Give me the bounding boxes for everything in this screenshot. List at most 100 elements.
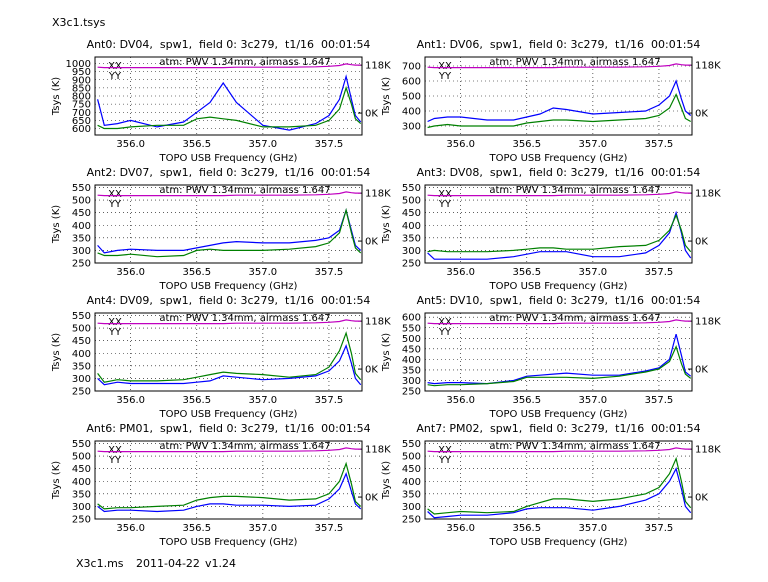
y-tick-label: 1000 — [66, 59, 91, 70]
plot-frame — [424, 440, 693, 520]
y2-tick-label: 118K — [365, 189, 391, 200]
y-tick-label: 350 — [402, 489, 421, 500]
y2-tick-label: 0K — [365, 493, 378, 504]
y-axis-label: Tsys (K) — [51, 461, 62, 500]
x-tick-label: 356.0 — [116, 523, 145, 534]
y-tick-label: 550 — [402, 323, 421, 334]
panel-title: Ant6: PM01, spw1, field 0: 3c279, t1/16 … — [86, 422, 370, 435]
x-tick-label: 356.0 — [446, 267, 475, 278]
legend-label: XX — [108, 189, 122, 200]
plot-frame — [94, 440, 363, 520]
x-tick-label: 356.5 — [182, 395, 211, 406]
y-axis-label: Tsys (K) — [381, 461, 392, 500]
x-axis-label: TOPO USB Frequency (GHz) — [489, 153, 628, 164]
legend-label: atm: PWV 1.34mm, airmass 1.647 — [489, 185, 660, 196]
y-axis-label: Tsys (K) — [51, 77, 62, 116]
plot-frame — [424, 184, 693, 264]
series-line — [97, 461, 362, 510]
series-line — [97, 319, 361, 325]
x-axis-label: TOPO USB Frequency (GHz) — [159, 537, 298, 548]
legend-label: XX — [438, 189, 452, 200]
series-line — [427, 191, 691, 197]
y-tick-label: 250 — [72, 259, 91, 270]
x-tick-label: 357.0 — [249, 395, 278, 406]
y2-tick-label: 118K — [365, 445, 391, 456]
legend-label: YY — [438, 199, 452, 210]
y-tick-label: 700 — [72, 108, 91, 119]
x-tick-label: 356.5 — [182, 523, 211, 534]
y-tick-label: 300 — [402, 122, 421, 133]
y-tick-label: 500 — [72, 324, 91, 335]
y-axis-label: Tsys (K) — [51, 333, 62, 372]
x-tick-label: 357.0 — [579, 523, 608, 534]
series-line — [427, 467, 692, 519]
y-tick-label: 500 — [72, 452, 91, 463]
x-tick-label: 356.5 — [512, 139, 541, 150]
footer-file: X3c1.ms — [76, 557, 124, 570]
y-tick-label: 450 — [402, 344, 421, 355]
x-tick-label: 357.0 — [579, 139, 608, 150]
x-tick-label: 356.0 — [446, 139, 475, 150]
y2-tick-label: 0K — [695, 365, 708, 376]
x-tick-label: 356.5 — [182, 267, 211, 278]
y-tick-label: 300 — [72, 374, 91, 385]
plot-frame — [424, 56, 693, 136]
x-tick-label: 357.5 — [315, 139, 344, 150]
series-line — [427, 447, 691, 453]
y2-tick-label: 0K — [695, 109, 708, 120]
series-line — [427, 456, 692, 515]
legend-label: atm: PWV 1.34mm, airmass 1.647 — [159, 185, 330, 196]
series-line — [97, 343, 362, 386]
plot-frame — [94, 184, 363, 264]
panel-title: Ant1: DV06, spw1, field 0: 3c279, t1/16 … — [417, 38, 701, 51]
legend-label: YY — [108, 71, 122, 82]
y2-tick-label: 118K — [695, 61, 721, 72]
y-tick-label: 350 — [402, 233, 421, 244]
x-tick-label: 356.5 — [512, 267, 541, 278]
y-axis-label: Tsys (K) — [51, 205, 62, 244]
y-tick-label: 300 — [72, 246, 91, 257]
x-tick-label: 356.5 — [512, 395, 541, 406]
footer-version: v1.24 — [205, 557, 236, 570]
y-tick-label: 450 — [402, 208, 421, 219]
series-line — [97, 208, 362, 254]
panel-title: Ant3: DV08, spw1, field 0: 3c279, t1/16 … — [417, 166, 701, 179]
y-tick-label: 600 — [402, 313, 421, 324]
x-tick-label: 356.0 — [116, 395, 145, 406]
y-tick-label: 450 — [72, 208, 91, 219]
series-line — [97, 447, 361, 453]
y-tick-label: 400 — [72, 349, 91, 360]
series-line — [97, 63, 361, 69]
x-tick-label: 357.5 — [645, 523, 674, 534]
series-line — [427, 210, 692, 260]
y-tick-label: 750 — [72, 100, 91, 111]
y2-tick-label: 0K — [365, 237, 378, 248]
legend-label: XX — [108, 61, 122, 72]
x-tick-label: 356.0 — [446, 395, 475, 406]
x-tick-label: 357.5 — [315, 395, 344, 406]
y-axis-label: Tsys (K) — [381, 77, 392, 116]
series-line — [427, 319, 691, 325]
y-tick-label: 500 — [402, 196, 421, 207]
y-tick-label: 300 — [402, 502, 421, 513]
x-tick-label: 357.5 — [645, 267, 674, 278]
legend-label: YY — [438, 327, 452, 338]
x-axis-label: TOPO USB Frequency (GHz) — [159, 281, 298, 292]
y-tick-label: 900 — [72, 75, 91, 86]
y-tick-label: 450 — [72, 336, 91, 347]
x-tick-label: 357.5 — [645, 139, 674, 150]
series-line — [427, 345, 692, 387]
y-tick-label: 400 — [402, 221, 421, 232]
legend-label: atm: PWV 1.34mm, airmass 1.647 — [159, 441, 330, 452]
y-tick-label: 700 — [402, 62, 421, 73]
series-line — [97, 74, 362, 131]
y-tick-label: 250 — [402, 515, 421, 526]
plot-frame — [94, 56, 363, 136]
series-line — [97, 191, 361, 197]
panel-title: Ant2: DV07, spw1, field 0: 3c279, t1/16 … — [87, 166, 371, 179]
legend-label: YY — [438, 455, 452, 466]
x-tick-label: 356.0 — [446, 523, 475, 534]
series-line — [427, 79, 692, 123]
legend-label: YY — [108, 455, 122, 466]
